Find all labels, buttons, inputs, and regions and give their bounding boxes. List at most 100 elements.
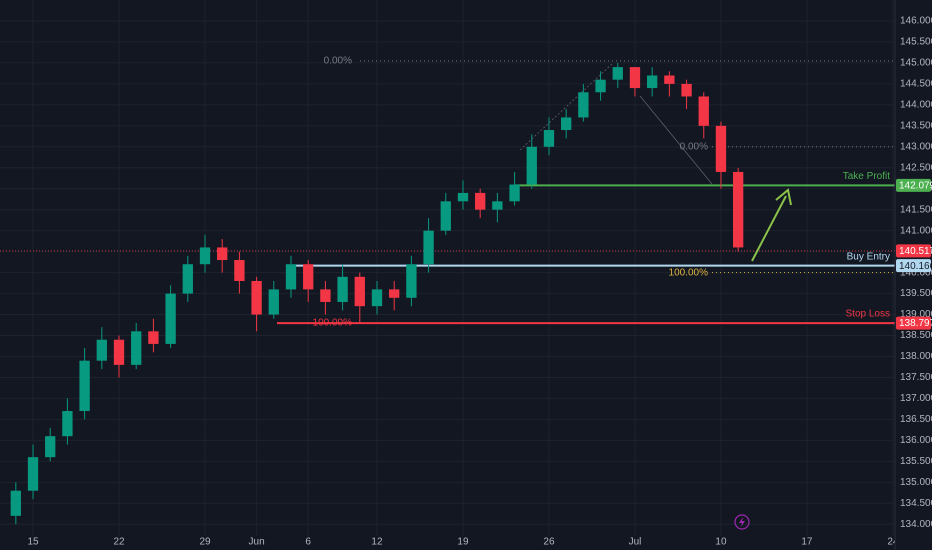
y-tick-label: 134.000 [900,519,932,530]
candle-body [303,264,314,290]
candle-body [148,331,159,344]
price-tag-label: 142.079 [899,181,932,192]
candle-body [217,247,228,261]
price-axis-panel [895,0,932,550]
x-tick-label: 10 [715,537,727,548]
y-tick-label: 137.500 [900,372,932,383]
price-tag [896,259,931,273]
candle-body [268,289,279,315]
candle-body [10,490,21,516]
y-tick-label: 139.000 [900,309,932,320]
candle-body [131,331,142,365]
candle-body [543,130,555,147]
target-arrow-head [775,188,792,206]
candle-body [234,260,245,282]
candle-body [629,67,641,89]
candle-body [698,96,709,126]
y-tick-label: 136.000 [900,435,932,446]
x-tick-label: 26 [543,537,555,548]
candle-body [251,281,262,315]
candle-body [664,75,675,84]
level-label: Take Profit [843,171,890,182]
y-tick-label: 135.000 [900,477,932,488]
level-label: Stop Loss [846,309,890,320]
y-tick-label: 141.000 [900,225,932,236]
y-tick-label: 138.500 [900,330,932,341]
candle-body [27,457,39,491]
event-icon[interactable] [734,514,750,530]
y-tick-label: 140.000 [900,267,932,278]
candle-body [509,184,520,202]
y-tick-label: 139.500 [900,288,932,299]
x-tick-label: 17 [801,537,813,548]
candle-body [337,276,348,302]
plot-area [10,62,744,525]
candle-body [526,146,537,185]
candle-body [578,92,589,118]
candle-body [561,117,572,131]
fib-level-label: 0.00% [680,141,708,152]
candle-body [492,201,503,210]
candle-body [165,293,176,344]
candle-body [320,289,331,302]
candle-body [440,201,451,231]
candle-body [647,75,658,89]
candle-body [96,339,107,361]
y-tick-label: 138.000 [900,351,932,362]
fib-level-label: 100.00% [669,267,709,278]
candle-body [612,67,623,80]
x-tick-label: 24 [887,537,899,548]
candle-body [285,264,297,290]
candle-body [62,411,73,437]
candle-body [182,264,193,294]
y-tick-label: 141.500 [900,204,932,215]
y-tick-label: 144.500 [900,79,932,90]
overlay [734,188,792,530]
y-tick-label: 142.500 [900,162,932,173]
y-tick-label: 134.500 [900,498,932,509]
y-tick-label: 145.500 [900,37,932,48]
candle-body [423,230,434,265]
price-tags: 140.517 142.079 140.166 138.797 [896,178,932,330]
candle-body [371,289,383,307]
y-tick-label: 146.000 [900,16,932,27]
price-tag-label: 138.797 [899,318,932,329]
candle-body [113,339,125,365]
candle-body [45,436,56,458]
x-tick-label: 12 [371,537,383,548]
price-tag-label: 140.517 [899,246,932,257]
y-tick-label: 145.000 [900,58,932,69]
candle-body [475,192,486,210]
price-tag [896,244,931,258]
candle-body [406,264,417,298]
y-tick-label: 143.000 [900,141,932,152]
candle-body [354,276,365,307]
y-tick-label: 144.000 [900,99,932,110]
candle-body [389,289,400,298]
event-icon-bolt [739,517,745,527]
x-tick-label: 6 [305,537,311,548]
price-tag-label: 140.166 [899,261,932,272]
fib-trend-line [519,63,613,151]
y-tick-label: 136.500 [900,414,932,425]
y-tick-label: 143.500 [900,120,932,131]
x-tick-label: Jun [249,537,265,548]
level-label: Buy Entry [847,251,890,262]
price-tag [896,316,931,330]
candle-body [595,79,606,93]
fib-level-label: 0.00% [324,55,352,66]
price-tag [896,178,931,192]
candle-body [199,247,211,265]
x-tick-label: 29 [199,537,211,548]
target-arrow [751,195,787,262]
candle-body [457,192,469,202]
y-tick-label: 137.000 [900,393,932,404]
candle-body [732,171,744,248]
x-tick-label: Jul [629,537,642,548]
candle-body [79,360,90,412]
x-axis: 15 22 29 Jun 6 12 19 26 Jul 10 17 24 [27,537,898,548]
fib-trend-line [639,95,713,185]
